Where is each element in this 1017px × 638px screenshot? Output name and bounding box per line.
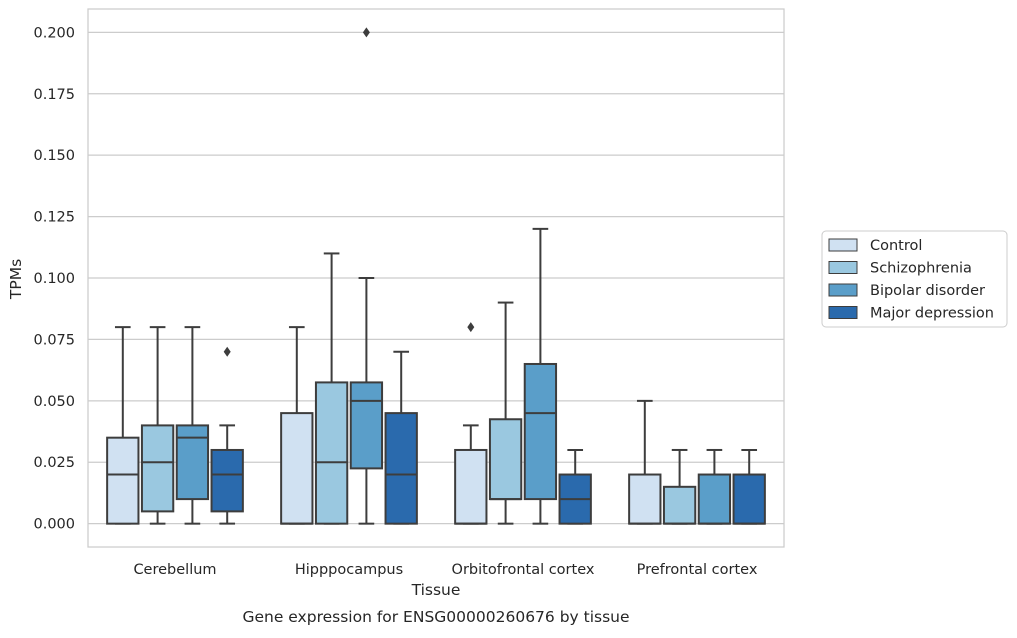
outlier-point	[362, 27, 370, 38]
legend-label: Schizophrenia	[870, 261, 972, 277]
x-tick-label: Orbitofrontal cortex	[452, 562, 595, 578]
box-bipolar-disorder	[523, 227, 558, 525]
outlier-point	[223, 346, 231, 357]
box-body	[280, 412, 314, 525]
y-tick-label: 0.075	[33, 332, 75, 348]
y-tick-label: 0.200	[33, 25, 75, 41]
box-schizophrenia	[488, 301, 523, 525]
box-body	[662, 485, 697, 525]
y-tick-label: 0.000	[33, 517, 75, 533]
chart-caption: Gene expression for ENSG00000260676 by t…	[242, 608, 629, 626]
box-body	[140, 424, 175, 513]
legend-swatch	[828, 306, 858, 319]
legend-label: Major depression	[870, 306, 994, 322]
box-schizophrenia	[140, 326, 175, 525]
legend-swatch	[828, 261, 858, 274]
box-body	[384, 412, 418, 525]
box-control	[454, 322, 488, 525]
box-body	[314, 381, 349, 525]
box-body	[210, 448, 244, 513]
box-body	[628, 473, 662, 525]
x-axis-title: Tissue	[411, 581, 461, 599]
legend-frame	[821, 230, 1008, 328]
x-tick-label: Prefrontal cortex	[637, 562, 758, 578]
box-major-depression	[732, 448, 766, 525]
legend: Control Schizophrenia Bipolar disorder Majo…	[821, 230, 1008, 328]
legend-label: Bipolar disorder	[870, 283, 985, 299]
x-tick-labels: Cerebellum Hipppocampus Orbitofrontal cort…	[133, 562, 757, 578]
y-tick-labels: 0.000 0.025 0.050 0.075 0.100 0.125 0.150 0.175…	[33, 25, 75, 532]
box-bipolar-disorder	[349, 27, 384, 525]
box-bipolar-disorder	[175, 326, 210, 525]
box-body	[488, 418, 523, 501]
legend-label: Control	[870, 238, 922, 254]
y-tick-label: 0.125	[33, 210, 75, 226]
box-body	[523, 362, 558, 501]
y-tick-label: 0.050	[33, 394, 75, 410]
box-series	[106, 27, 766, 525]
legend-swatch	[828, 238, 858, 252]
box-major-depression	[210, 346, 244, 525]
box-body	[175, 424, 210, 501]
box-bipolar-disorder	[697, 448, 732, 525]
y-tick-label: 0.150	[33, 148, 75, 164]
box-schizophrenia	[662, 448, 697, 525]
box-major-depression	[558, 448, 592, 525]
box-schizophrenia	[314, 252, 349, 525]
legend-swatch	[828, 283, 858, 297]
x-tick-label: Hipppocampus	[295, 562, 403, 578]
box-major-depression	[384, 350, 418, 525]
box-body	[106, 436, 140, 525]
y-tick-label: 0.175	[33, 87, 75, 103]
box-body	[732, 473, 766, 525]
box-body	[454, 448, 488, 525]
outlier-point	[467, 322, 475, 333]
box-body	[349, 381, 384, 470]
y-axis-title: TPMs	[7, 259, 25, 300]
box-control	[628, 399, 662, 525]
y-tick-label: 0.100	[33, 271, 75, 287]
x-tick-label: Cerebellum	[133, 562, 216, 578]
box-control	[280, 326, 314, 525]
box-control	[106, 326, 140, 525]
y-tick-label: 0.025	[33, 455, 75, 471]
box-body	[697, 473, 732, 525]
